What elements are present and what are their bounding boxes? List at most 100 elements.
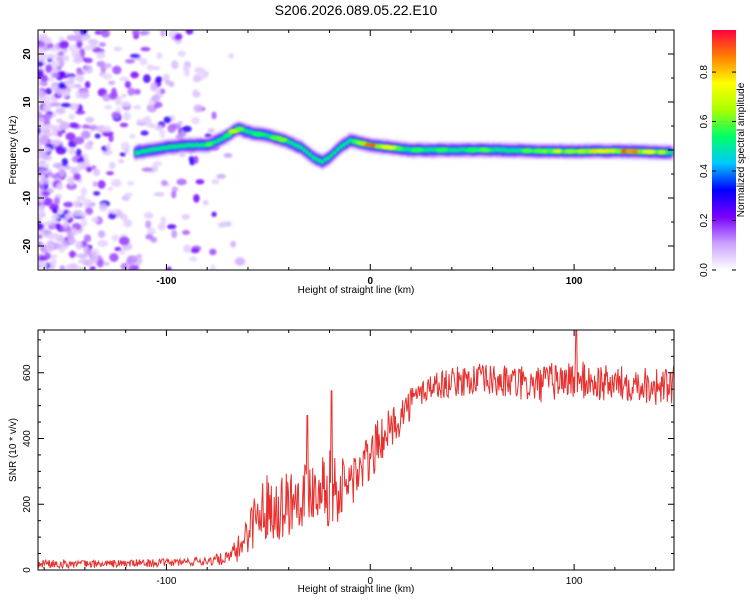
spectrogram-noise-cell bbox=[61, 157, 69, 167]
figure-title: S206.2026.089.05.22.E10 bbox=[275, 2, 438, 18]
ridge-cell bbox=[186, 143, 190, 147]
spectrogram-noise-cell bbox=[171, 60, 179, 70]
colorbar-tick-label: 0.6 bbox=[699, 114, 710, 128]
spectrogram-noise-cell bbox=[143, 212, 154, 219]
spectrogram-noise-cell bbox=[96, 258, 104, 268]
spectrogram-noise-cell bbox=[193, 104, 204, 113]
spectrogram-noise-cell bbox=[70, 104, 78, 109]
spectrogram-noise-cell bbox=[143, 74, 151, 84]
y-tick-label: 200 bbox=[22, 495, 33, 512]
spectrogram-noise-cell bbox=[49, 124, 55, 131]
ridge-cell bbox=[318, 158, 321, 163]
spectrogram-noise-cell bbox=[45, 243, 55, 253]
spectrogram-noise-cell bbox=[57, 130, 63, 137]
colorbar-tick-label: 0.2 bbox=[699, 213, 710, 227]
spectrogram-noise-cell bbox=[150, 82, 158, 92]
colorbar: 0.0 0.2 0.4 0.6 0.8 Normalized spectral ampl… bbox=[699, 30, 747, 277]
ridge-cell bbox=[339, 144, 343, 149]
spectrogram-noise-cell bbox=[68, 113, 75, 120]
spectrogram-noise-cell bbox=[107, 80, 116, 85]
spectrogram-noise-cell bbox=[189, 256, 198, 262]
spectrogram-noise-cell bbox=[38, 126, 41, 135]
spectrogram-noise-cell bbox=[44, 112, 53, 120]
spectrogram-noise-cell bbox=[81, 124, 91, 129]
spectrogram-noise-cell bbox=[69, 44, 75, 53]
ridge-cell bbox=[492, 147, 495, 152]
spectrogram-noise-cell bbox=[211, 111, 217, 120]
spectrogram-noise-cell bbox=[146, 227, 156, 236]
spectrogram-noise-cell bbox=[58, 81, 66, 90]
spectrogram-noise-cell bbox=[83, 44, 93, 51]
snr-x-ticks: -100 0 100 bbox=[43, 330, 657, 587]
colorbar-tick-label: 0.8 bbox=[699, 65, 710, 79]
ridge-cell bbox=[333, 150, 336, 155]
spectrogram-noise-cell bbox=[75, 109, 86, 115]
ridge-cell bbox=[498, 148, 502, 153]
spectrogram-noise-cell bbox=[65, 264, 71, 270]
spectrogram-noise-cell bbox=[73, 173, 81, 181]
spectrogram-noise-cell bbox=[190, 248, 200, 254]
spectrogram-noise-cell bbox=[145, 220, 152, 229]
spectrogram-noise-cell bbox=[85, 166, 93, 173]
spectrogram-noise-cell bbox=[153, 192, 165, 197]
spectrogram-noise-cell bbox=[123, 219, 133, 228]
ridge-hotspot bbox=[251, 131, 265, 137]
spectrogram-noise-cell bbox=[111, 178, 122, 188]
spectrogram-noise-cell bbox=[68, 76, 75, 85]
x-tick-label: -100 bbox=[156, 276, 176, 287]
spectrogram-noise-cell bbox=[157, 222, 166, 231]
ridge-cell bbox=[223, 135, 226, 140]
ridge-cell bbox=[195, 142, 199, 147]
spectrogram-noise-cell bbox=[159, 129, 166, 138]
spectrogram-noise-cell bbox=[132, 105, 142, 110]
ridge-cell bbox=[180, 144, 184, 148]
spectrogram-noise-cell bbox=[154, 125, 164, 131]
x-tick-label: 0 bbox=[367, 276, 373, 287]
ridge-cell bbox=[177, 144, 181, 149]
spectrogram-noise-cell bbox=[91, 216, 99, 223]
ridge-cell bbox=[342, 142, 346, 147]
spectrogram-noise-cell bbox=[38, 70, 43, 79]
ridge-cell bbox=[302, 148, 306, 152]
spectrogram-noise-cell bbox=[55, 146, 67, 155]
spectrogram-noise-cell bbox=[139, 30, 150, 36]
spectrogram-noise-cell bbox=[225, 221, 232, 227]
snr-frame bbox=[37, 329, 675, 571]
x-tick-label: 100 bbox=[566, 576, 583, 587]
spectrogram-noise-cell bbox=[171, 186, 178, 193]
ridge-hotspot bbox=[563, 149, 577, 154]
spectrogram-noise-cell bbox=[124, 192, 133, 198]
spectrogram-noise-cell bbox=[141, 167, 153, 172]
spectrogram-noise-cell bbox=[100, 66, 107, 72]
spectrogram-noise-cell bbox=[96, 60, 106, 68]
spectrogram-noise-cell bbox=[38, 184, 46, 190]
spectrogram-noise-cell bbox=[45, 64, 53, 73]
spectrogram-noise-cell bbox=[192, 74, 201, 83]
spectrogram-noise-cell bbox=[155, 76, 163, 83]
spectrogram-noise-cell bbox=[100, 30, 111, 38]
spectrogram-noise-cell bbox=[53, 197, 60, 206]
spectrogram-noise-cell bbox=[68, 237, 76, 245]
ridge-cell bbox=[406, 147, 410, 152]
ridge-cell bbox=[666, 150, 670, 155]
spectrogram-noise-cell bbox=[140, 130, 149, 136]
spectrogram-noise-cell bbox=[69, 250, 75, 259]
ridge-cell bbox=[247, 129, 251, 134]
ridge-cell bbox=[461, 147, 465, 152]
ridge-cell bbox=[189, 143, 193, 147]
ridge-cell bbox=[266, 133, 269, 138]
spectrogram-noise-cell bbox=[103, 261, 110, 266]
spectrogram-noise-cell bbox=[38, 241, 44, 246]
spectrogram-noise-cell bbox=[185, 30, 194, 35]
spectrogram-y-ticks: 20 10 0 -10 -20 bbox=[22, 29, 674, 271]
ridge-cell bbox=[449, 148, 453, 153]
spectrogram-noise-cell bbox=[111, 234, 119, 242]
spectrogram-noise-cell bbox=[230, 240, 237, 248]
spectrogram-noise-cell bbox=[97, 239, 109, 248]
ridge-cell bbox=[220, 137, 223, 141]
ridge-hotspot bbox=[465, 147, 479, 153]
spectrogram-noise-cell bbox=[72, 199, 82, 208]
spectrogram-noise-cell bbox=[47, 54, 54, 59]
x-tick-label: 0 bbox=[367, 576, 373, 587]
ridge-cell bbox=[287, 139, 291, 144]
